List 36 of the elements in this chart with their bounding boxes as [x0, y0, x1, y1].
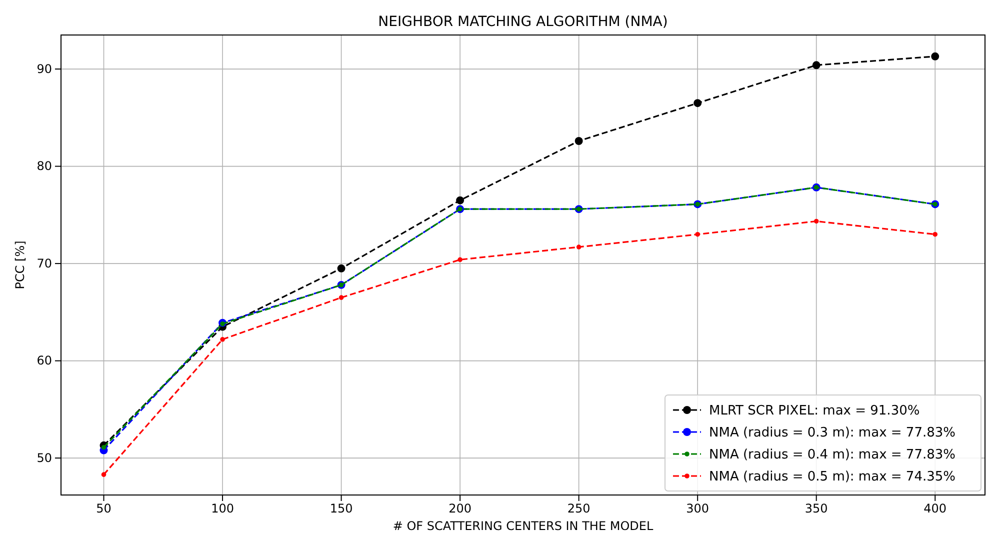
- x-tick-label: 150: [330, 502, 353, 516]
- point: [931, 52, 940, 60]
- x-tick-label: 250: [567, 502, 590, 516]
- y-tick-label: 60: [36, 354, 52, 368]
- point: [101, 472, 106, 477]
- point: [695, 232, 700, 237]
- y-tick-label: 80: [36, 159, 52, 174]
- point: [814, 218, 819, 224]
- y-tick-label: 90: [36, 62, 52, 76]
- y-tick-label: 50: [36, 450, 52, 465]
- y-tick-label: 70: [36, 256, 52, 270]
- point: [576, 244, 582, 250]
- x-tick-label: 200: [448, 502, 472, 516]
- legend-label: MLRT SCR PIXEL: max = 91.30%: [709, 404, 920, 418]
- legend-label: NMA (radius = 0.3 m): max = 77.83%: [709, 426, 956, 440]
- x-tick-label: 300: [686, 502, 710, 516]
- point: [220, 321, 225, 326]
- point: [337, 264, 346, 272]
- x-tick-label: 400: [924, 502, 947, 516]
- point: [220, 337, 225, 342]
- point: [456, 196, 464, 204]
- point: [101, 444, 106, 450]
- point: [812, 61, 820, 70]
- y-axis-title: PCC [%]: [13, 240, 27, 290]
- legend-label: NMA (radius = 0.4 m): max = 77.83%: [709, 448, 956, 462]
- x-tick-label: 350: [804, 502, 828, 516]
- x-tick-label: 100: [211, 502, 234, 516]
- point: [694, 99, 702, 108]
- point: [338, 295, 344, 300]
- x-tick-label: 50: [96, 502, 112, 516]
- x-axis-title: # OF SCATTERING CENTERS IN THE MODEL: [392, 519, 654, 533]
- point: [932, 232, 938, 237]
- legend-label: NMA (radius = 0.5 m): max = 74.35%: [709, 470, 956, 484]
- point: [458, 257, 462, 262]
- point: [574, 137, 583, 145]
- chart-title: NEIGHBOR MATCHING ALGORITHM (NMA): [378, 14, 668, 30]
